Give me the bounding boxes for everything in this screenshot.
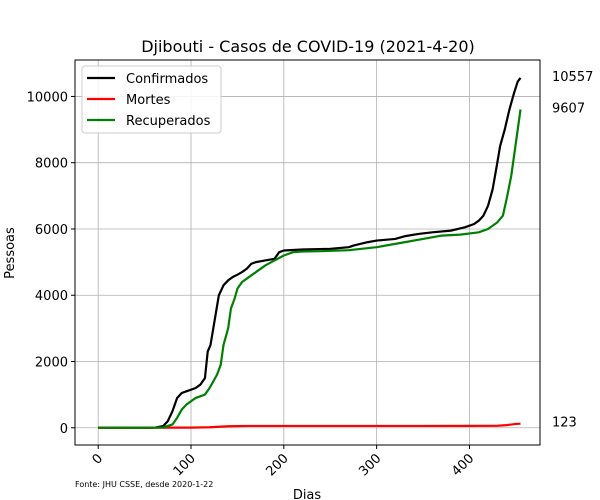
y-tick-label: 8000 bbox=[35, 157, 68, 172]
end-label-confirmados: 10557 bbox=[552, 70, 593, 85]
y-axis: 0 2000 4000 6000 8000 10000 bbox=[27, 90, 75, 437]
x-tick-label: 0 bbox=[90, 451, 106, 467]
y-tick-label: 10000 bbox=[27, 90, 68, 105]
end-label-recuperados: 9607 bbox=[552, 101, 585, 116]
source-note: Fonte: JHU CSSE, desde 2020-1-22 bbox=[75, 480, 213, 489]
series-layer bbox=[98, 77, 522, 429]
series-line-recuperados bbox=[98, 109, 522, 429]
legend-label-recuperados: Recuperados bbox=[126, 114, 211, 129]
x-tick-label: 300 bbox=[356, 451, 384, 479]
x-tick-label: 400 bbox=[449, 451, 477, 479]
y-tick-label: 6000 bbox=[35, 223, 68, 238]
legend-label-confirmados: Confirmados bbox=[126, 72, 208, 87]
legend-box bbox=[81, 65, 222, 134]
y-tick-label: 2000 bbox=[35, 356, 68, 371]
legend: Confirmados Mortes Recuperados bbox=[81, 65, 222, 134]
plot-frame bbox=[74, 59, 541, 446]
end-label-mortes: 123 bbox=[552, 416, 577, 431]
x-tick-label: 200 bbox=[263, 451, 291, 479]
x-axis-label: Dias bbox=[293, 488, 322, 500]
series-line-mortes bbox=[98, 422, 521, 429]
y-axis-label: Pessoas bbox=[3, 227, 18, 279]
end-labels: 10557 123 9607 bbox=[552, 70, 593, 431]
x-axis: 0 100 200 300 400 bbox=[90, 445, 477, 479]
legend-label-mortes: Mortes bbox=[126, 93, 171, 108]
series-line-confirmados bbox=[98, 77, 522, 429]
x-tick-label: 100 bbox=[171, 451, 199, 479]
chart-title: Djibouti - Casos de COVID-19 (2021-4-20) bbox=[141, 37, 475, 56]
y-tick-label: 4000 bbox=[35, 289, 68, 304]
y-tick-label: 0 bbox=[60, 422, 68, 437]
